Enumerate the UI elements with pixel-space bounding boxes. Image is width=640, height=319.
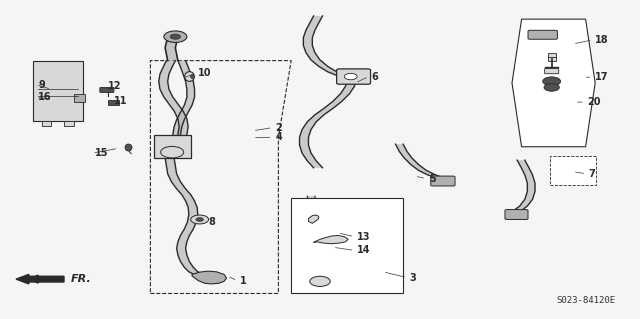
Polygon shape xyxy=(159,61,188,154)
Bar xyxy=(550,156,596,185)
Polygon shape xyxy=(173,61,195,156)
Circle shape xyxy=(544,84,559,91)
Text: 1: 1 xyxy=(240,276,247,286)
Polygon shape xyxy=(396,144,444,178)
Text: 17: 17 xyxy=(595,72,609,82)
Text: 3: 3 xyxy=(410,272,417,283)
Bar xyxy=(291,198,403,293)
FancyBboxPatch shape xyxy=(100,87,114,93)
Polygon shape xyxy=(303,16,356,78)
FancyBboxPatch shape xyxy=(431,176,455,186)
Polygon shape xyxy=(314,235,348,244)
Text: 7: 7 xyxy=(589,169,596,179)
FancyBboxPatch shape xyxy=(545,69,559,74)
Text: FR.: FR. xyxy=(70,274,91,284)
Text: 16: 16 xyxy=(38,92,52,102)
Polygon shape xyxy=(300,78,356,168)
FancyBboxPatch shape xyxy=(505,210,528,219)
Polygon shape xyxy=(165,38,184,61)
Circle shape xyxy=(170,34,180,39)
FancyBboxPatch shape xyxy=(154,135,191,158)
Circle shape xyxy=(344,73,357,80)
FancyArrow shape xyxy=(16,274,64,284)
Text: 9: 9 xyxy=(38,79,45,90)
Text: 4: 4 xyxy=(275,132,282,142)
Text: 10: 10 xyxy=(198,68,212,78)
FancyBboxPatch shape xyxy=(108,100,119,105)
Polygon shape xyxy=(64,121,74,126)
Text: 6: 6 xyxy=(371,71,378,82)
Text: 20: 20 xyxy=(588,97,601,107)
Polygon shape xyxy=(33,61,83,121)
FancyBboxPatch shape xyxy=(528,30,557,39)
Circle shape xyxy=(161,146,184,158)
Circle shape xyxy=(310,276,330,286)
Polygon shape xyxy=(512,160,535,212)
Circle shape xyxy=(164,31,187,42)
Polygon shape xyxy=(42,121,51,126)
Text: 5: 5 xyxy=(429,174,436,184)
Polygon shape xyxy=(512,19,595,147)
Circle shape xyxy=(196,218,204,221)
Text: 18: 18 xyxy=(595,35,609,45)
Text: 14: 14 xyxy=(357,245,371,256)
Polygon shape xyxy=(192,271,227,284)
Text: 11: 11 xyxy=(114,96,127,107)
Text: 15: 15 xyxy=(95,148,108,158)
Text: 8: 8 xyxy=(208,217,215,227)
FancyBboxPatch shape xyxy=(337,69,371,84)
Text: 13: 13 xyxy=(357,232,371,242)
Text: 12: 12 xyxy=(108,81,121,91)
Text: 2: 2 xyxy=(275,122,282,133)
Circle shape xyxy=(543,77,561,86)
Text: S023-84120E: S023-84120E xyxy=(557,296,616,305)
Polygon shape xyxy=(165,158,204,275)
Circle shape xyxy=(191,215,209,224)
FancyBboxPatch shape xyxy=(74,94,85,102)
Polygon shape xyxy=(307,196,326,221)
Polygon shape xyxy=(308,215,319,223)
